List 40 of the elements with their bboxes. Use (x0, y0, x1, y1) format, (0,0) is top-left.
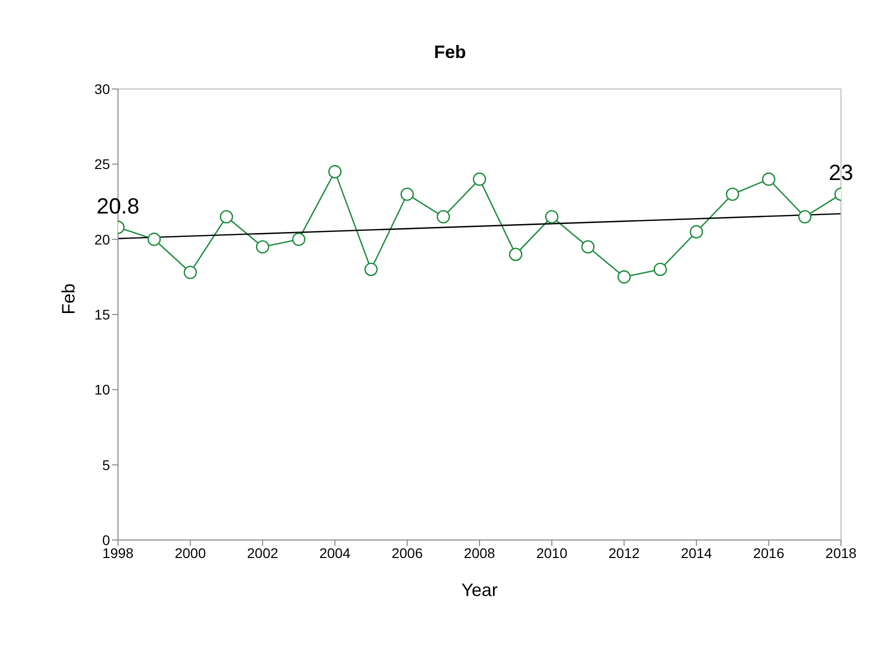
x-tick-label: 2004 (319, 544, 351, 561)
point (654, 262, 667, 276)
x-tick-label: 2014 (680, 544, 712, 561)
point (762, 172, 776, 186)
y-tick-label: 30 (94, 80, 110, 97)
point (400, 188, 414, 201)
y-tick-label: 5 (102, 456, 110, 473)
y-tick-label: 10 (94, 382, 110, 398)
x-tick-label: 2008 (464, 544, 496, 561)
point (184, 266, 197, 280)
y-axis-title: Feb (58, 283, 78, 314)
y-tick-label: 25 (94, 156, 110, 172)
point (581, 240, 595, 254)
y-tick-label: 15 (94, 306, 110, 322)
point (726, 188, 740, 201)
point (690, 225, 704, 238)
point (328, 165, 342, 178)
point (148, 232, 161, 246)
point (617, 270, 631, 284)
x-tick-label: 2006 (392, 544, 423, 561)
x-tick-label: 2012 (608, 544, 640, 561)
x-tick-label: 2002 (247, 544, 278, 561)
x-axis-title: Year (461, 580, 498, 600)
x-tick-label: 2010 (536, 544, 568, 561)
point (545, 210, 558, 224)
x-tick-label: 2000 (174, 544, 206, 561)
point (220, 210, 234, 224)
point (256, 240, 270, 254)
x-tick-label: 2016 (753, 544, 784, 561)
data-label: 20.8 (96, 193, 140, 218)
point (292, 232, 306, 246)
point (472, 172, 486, 186)
point (509, 248, 522, 262)
point (436, 210, 450, 224)
x-tick-label: 2018 (825, 544, 857, 561)
point (798, 210, 812, 224)
data-label: 23 (828, 160, 854, 186)
point (364, 262, 378, 276)
y-tick-label: 20 (94, 231, 110, 248)
chart-title: Feb (434, 42, 466, 62)
